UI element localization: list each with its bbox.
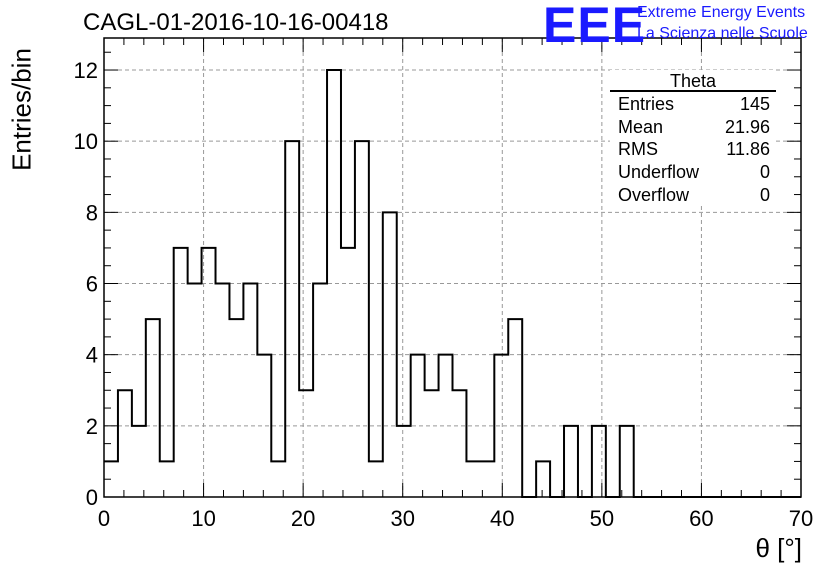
x-tick-label: 60 (689, 506, 713, 531)
histogram-bin (369, 461, 383, 497)
stats-label: RMS (618, 139, 658, 160)
histogram-bin (188, 284, 202, 497)
histogram-bin (243, 284, 257, 497)
y-tick-label: 12 (74, 58, 98, 83)
stats-value: 11.86 (726, 139, 770, 160)
x-tick-label: 0 (98, 506, 110, 531)
histogram-bin (466, 461, 480, 497)
logo-line-1: Extreme Energy Events (637, 4, 806, 21)
logo-line-2: La Scienza nelle Scuole (637, 25, 808, 42)
y-tick-label: 4 (86, 343, 98, 368)
x-tick-label: 70 (789, 506, 813, 531)
histogram-bin (453, 390, 467, 497)
histogram-bin (355, 141, 369, 497)
eee-logo: EEE (543, 0, 647, 53)
x-tick-label: 30 (390, 506, 414, 531)
stats-value: 21.96 (724, 116, 770, 137)
histogram-bin (397, 426, 411, 497)
histogram-bin (285, 141, 299, 497)
stats-box: Theta Entries 145 Mean 21.96 RMS 11.86 U… (610, 70, 776, 206)
histogram-bin (425, 390, 439, 497)
x-tick-label: 40 (490, 506, 514, 531)
stats-row-overflow: Overflow 0 (610, 183, 776, 206)
stats-title: Theta (610, 70, 776, 92)
stats-value: 0 (759, 184, 770, 205)
y-tick-label: 2 (86, 414, 98, 439)
histogram-bin (592, 426, 606, 497)
stats-row-rms: RMS 11.86 (610, 137, 776, 160)
y-tick-label: 6 (86, 272, 98, 297)
histogram-bin (118, 390, 132, 497)
stats-value: 145 (739, 94, 770, 114)
histogram-bin (508, 319, 522, 497)
x-axis-label: θ [°] (755, 533, 802, 563)
histogram-bin (299, 390, 313, 497)
histogram-bin (564, 426, 578, 497)
stats-row-mean: Mean 21.96 (610, 115, 776, 138)
y-axis-label: Entries/bin (6, 48, 37, 171)
stats-row-underflow: Underflow 0 (610, 160, 776, 183)
y-tick-label: 0 (86, 485, 98, 510)
stats-row-entries: Entries 145 (610, 92, 776, 115)
chart-title: CAGL-01-2016-10-16-00418 (83, 9, 389, 36)
histogram-bin (313, 284, 327, 497)
x-tick-label: 10 (191, 506, 215, 531)
stats-label: Entries (618, 94, 675, 114)
histogram-bin (229, 319, 243, 497)
histogram-bin (536, 461, 550, 497)
histogram-bin (341, 248, 355, 497)
y-tick-label: 8 (86, 200, 98, 225)
stats-value: 0 (759, 162, 770, 183)
stats-label: Overflow (618, 184, 690, 205)
plot-frame (103, 37, 802, 498)
histogram-bin (174, 248, 188, 497)
x-tick-label: 50 (590, 506, 614, 531)
histogram-bin (132, 426, 146, 497)
histogram-bin (160, 461, 174, 497)
stats-label: Underflow (618, 162, 700, 183)
histogram-bin (146, 319, 160, 497)
x-tick-label: 20 (291, 506, 315, 531)
histogram-bin (216, 284, 230, 497)
y-tick-label: 10 (74, 129, 98, 154)
stats-label: Mean (618, 116, 664, 137)
histogram-bin (620, 426, 634, 497)
histogram-outline (104, 69, 801, 498)
